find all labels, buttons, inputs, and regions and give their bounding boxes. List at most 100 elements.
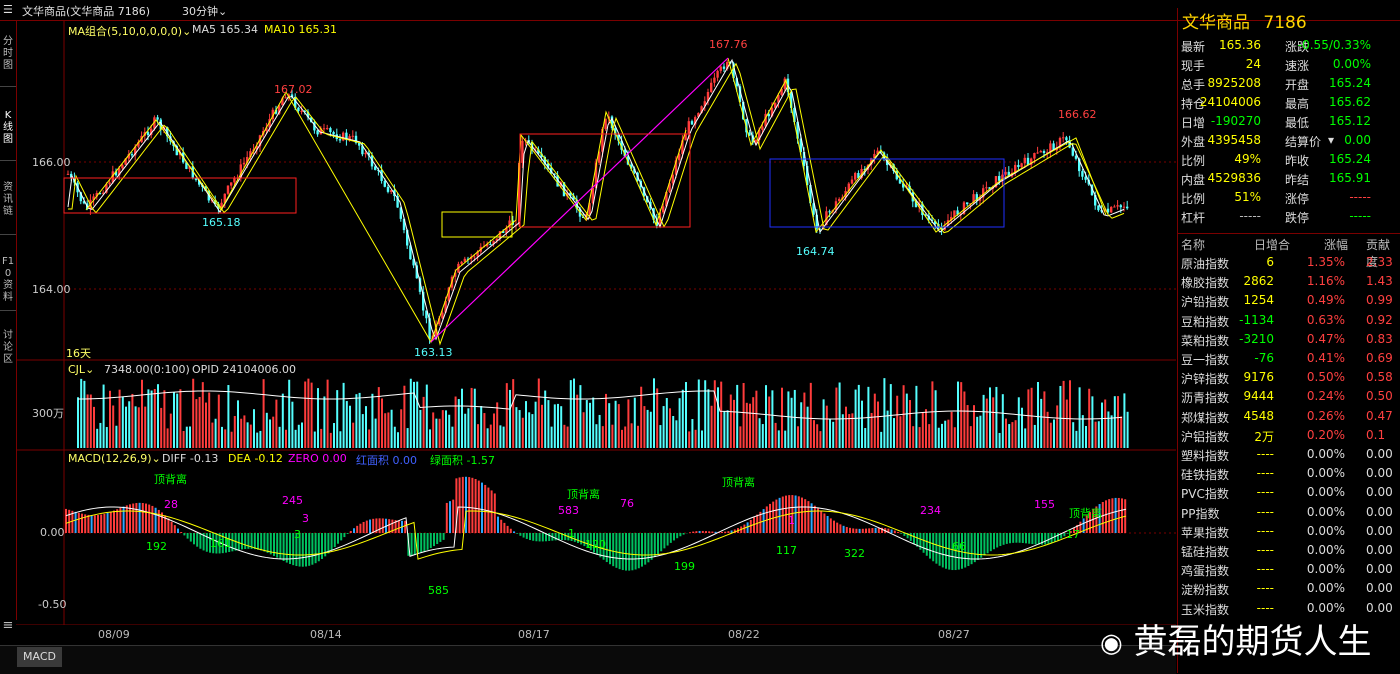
tab-kline[interactable]: K线图 [3, 110, 13, 145]
group-row[interactable]: 郑煤指数 4548 0.26% 0.47 [1178, 407, 1400, 426]
col-add[interactable]: 日增合 [1254, 238, 1291, 252]
candle-body [950, 216, 953, 221]
candle-body [1042, 151, 1046, 153]
cjl-label[interactable]: CJL⌄ [68, 363, 95, 376]
candle-body [1062, 137, 1065, 139]
quote-label: 昨收 [1285, 154, 1310, 168]
quote-value: ----- [1239, 209, 1261, 223]
macd-note: 76 [620, 497, 634, 510]
group-add: -1134 [1239, 312, 1274, 327]
group-row[interactable]: 豆一指数 -76 0.41% 0.69 [1178, 349, 1400, 368]
group-row[interactable]: 原油指数 6 1.35% 2.33 [1178, 253, 1400, 272]
group-row[interactable]: 玉米指数 ---- 0.00% 0.00 [1178, 599, 1400, 618]
group-row[interactable]: 鸡蛋指数 ---- 0.00% 0.00 [1178, 560, 1400, 579]
macd-note: 28 [164, 498, 178, 511]
macd-note: 17 [1066, 528, 1080, 541]
ma-combo-label[interactable]: MA组合(5,10,0,0,0,0)⌄ [68, 25, 192, 38]
group-add: ---- [1256, 466, 1274, 481]
group-contribution: 0.50 [1366, 389, 1393, 404]
candle-body [860, 168, 863, 179]
group-row[interactable]: 菜粕指数 -3210 0.47% 0.83 [1178, 330, 1400, 349]
date-label: 08/17 [518, 628, 550, 641]
group-add: 2万 [1254, 429, 1274, 444]
col-change[interactable]: 涨幅 [1324, 238, 1349, 252]
candle-body [364, 152, 367, 155]
quote-value: 165.36 [1219, 38, 1261, 52]
group-row[interactable]: 塑料指数 ---- 0.00% 0.00 [1178, 445, 1400, 464]
group-add: -76 [1254, 351, 1274, 365]
quote-label: 涨跌 [1285, 40, 1310, 54]
instrument-name: 文华商品 [1182, 13, 1250, 33]
group-contribution: 0.00 [1366, 485, 1393, 500]
group-change: 0.00% [1306, 562, 1345, 577]
candle-body [1065, 137, 1068, 141]
kline-chart[interactable]: MA组合(5,10,0,0,0,0)⌄ MA5 165.34 MA10 165.… [16, 20, 1176, 641]
candle-body [367, 152, 370, 156]
candle-body [521, 140, 524, 163]
period-selector[interactable]: 30分钟⌄ [182, 5, 228, 18]
macd-note: 245 [282, 494, 303, 507]
tab-f10[interactable]: F10资料 [1, 256, 15, 303]
group-row[interactable]: 橡胶指数 2862 1.16% 1.43 [1178, 272, 1400, 291]
candle-body [796, 122, 799, 139]
group-row[interactable]: PVC指数 ---- 0.00% 0.00 [1178, 483, 1400, 502]
candle-body [898, 179, 902, 184]
candle-body [713, 77, 716, 83]
group-row[interactable]: 沥青指数 9444 0.24% 0.50 [1178, 387, 1400, 406]
candle-body [220, 202, 223, 209]
group-add: ---- [1256, 600, 1274, 615]
col-name[interactable]: 名称 [1181, 238, 1206, 252]
candle-body [108, 182, 111, 185]
group-row[interactable]: 沪铝指数 2万 0.20% 0.1 [1178, 426, 1400, 445]
chevron-down-icon[interactable]: ▾ [1328, 133, 1335, 147]
macd-label[interactable]: MACD(12,26,9)⌄ [68, 452, 161, 465]
candle-body [425, 310, 428, 319]
candle-body [412, 259, 415, 266]
group-row[interactable]: 沪铅指数 1254 0.49% 0.99 [1178, 291, 1400, 310]
group-row[interactable]: 苹果指数 ---- 0.00% 0.00 [1178, 522, 1400, 541]
quote-panel: 文华商品 7186 最新 165.36 涨跌 -0.55/0.33% 现手 24 速涨 0.0… [1177, 8, 1400, 673]
group-row[interactable]: 豆粕指数 -1134 0.63% 0.92 [1178, 311, 1400, 330]
group-add: 6 [1266, 255, 1274, 269]
tab-timeshare[interactable]: 分时图 [3, 36, 13, 71]
instrument-title[interactable]: 文华商品(文华商品 7186) [22, 5, 151, 18]
candle-body [390, 190, 393, 192]
candle-body [665, 191, 668, 207]
candle-body [809, 185, 812, 204]
group-row[interactable]: 硅铁指数 ---- 0.00% 0.00 [1178, 464, 1400, 483]
macd-note: 117 [776, 544, 797, 557]
tab-discussion[interactable]: 讨论区 [3, 330, 13, 365]
macd-note: 234 [920, 504, 941, 517]
group-name: 鸡蛋指数 [1181, 564, 1230, 579]
group-row[interactable]: 沪锌指数 9176 0.50% 0.58 [1178, 368, 1400, 387]
quote-value: 24 [1245, 57, 1261, 71]
quote-value: 0.00 [1344, 133, 1371, 147]
quote-value: -0.55/0.33% [1297, 38, 1371, 52]
group-contribution: 0.58 [1366, 370, 1393, 385]
candle-body [694, 117, 697, 125]
annotation-low-1: 165.18 [202, 216, 241, 229]
group-row[interactable]: 锰硅指数 ---- 0.00% 0.00 [1178, 541, 1400, 560]
candle-body [300, 110, 303, 112]
tab-macd[interactable]: MACD [17, 647, 62, 667]
candle-body [812, 203, 815, 215]
candle-body [102, 192, 105, 194]
candle-body [806, 165, 809, 186]
list-icon[interactable]: ≡ [2, 618, 14, 633]
group-name: 原油指数 [1181, 257, 1230, 271]
candle-body [902, 183, 905, 188]
group-row[interactable]: 淀粉指数 ---- 0.00% 0.00 [1178, 579, 1400, 598]
candle-body [354, 135, 358, 143]
candle-body [415, 265, 418, 279]
group-change: 1.35% [1306, 255, 1345, 269]
menu-icon[interactable]: ☰ [3, 3, 13, 16]
candle-body [953, 210, 956, 217]
group-add: ---- [1256, 523, 1274, 538]
candle-body [498, 231, 502, 239]
wave-line [727, 57, 1107, 234]
tab-news-chain[interactable]: 资讯链 [3, 182, 13, 217]
candle-body [198, 179, 201, 185]
group-row[interactable]: PP指数 ---- 0.00% 0.00 [1178, 503, 1400, 522]
col-contribution[interactable]: 贡献度 [1366, 238, 1391, 269]
candle-body [994, 176, 998, 188]
